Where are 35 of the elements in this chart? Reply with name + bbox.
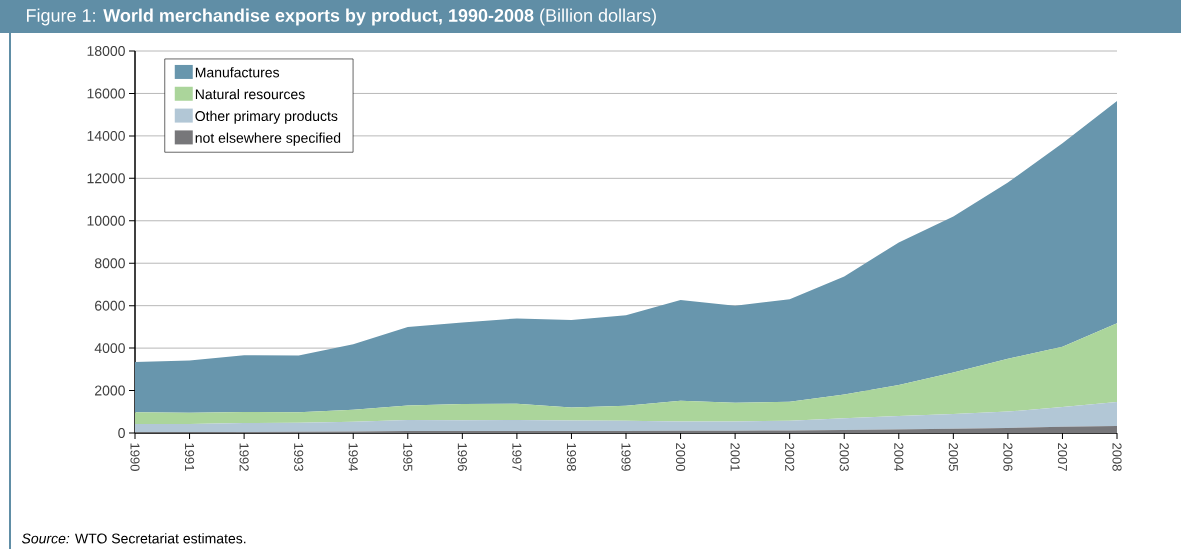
x-tick-label: 1995 bbox=[403, 443, 413, 471]
y-tick-label: 0 bbox=[118, 428, 125, 438]
legend-label: not elsewhere specified bbox=[195, 132, 341, 146]
x-tick-label: 2002 bbox=[785, 443, 795, 471]
x-tick-label: 1998 bbox=[566, 443, 577, 471]
x-tick-label: 1991 bbox=[184, 443, 195, 471]
x-tick-label: 1999 bbox=[621, 443, 631, 471]
x-tick-label: 1992 bbox=[239, 443, 249, 471]
y-tick-label: 2000 bbox=[95, 385, 125, 396]
x-tick-label: 2000 bbox=[675, 443, 686, 471]
x-tick-label: 2004 bbox=[894, 443, 904, 472]
y-tick-label: 10000 bbox=[87, 215, 125, 226]
chart-title: Figure 1: World merchandise exports by product, 1990-2008 (Billion dollars) bbox=[27, 8, 656, 26]
x-tick-label: 2006 bbox=[1003, 443, 1013, 471]
legend-label: Manufactures bbox=[195, 67, 280, 78]
x-tick-label: 1996 bbox=[457, 443, 467, 471]
y-tick-label: 8000 bbox=[94, 258, 125, 269]
x-tick-label: 2007 bbox=[1057, 443, 1068, 471]
x-tick-label: 2001 bbox=[730, 443, 740, 471]
y-tick-label: 18000 bbox=[87, 46, 125, 56]
legend-label: Natural resources bbox=[195, 88, 305, 100]
x-tick-label: 2008 bbox=[1112, 443, 1122, 471]
y-tick-label: 14000 bbox=[87, 130, 125, 141]
x-tick-label: 1994 bbox=[348, 443, 358, 472]
x-tick-label: 1993 bbox=[294, 443, 304, 471]
y-tick-label: 4000 bbox=[94, 343, 125, 354]
y-tick-label: 12000 bbox=[87, 173, 125, 184]
x-tick-label: 1990 bbox=[130, 443, 140, 471]
x-tick-label: 2003 bbox=[839, 443, 849, 471]
y-tick-label: 6000 bbox=[95, 300, 125, 311]
legend-label: Other primary products bbox=[195, 110, 338, 124]
x-tick-label: 2005 bbox=[948, 443, 958, 471]
y-tick-label: 16000 bbox=[87, 88, 125, 99]
x-tick-label: 1997 bbox=[512, 443, 522, 471]
text: Source: WTO Secretariat estimates. bbox=[21, 533, 246, 544]
